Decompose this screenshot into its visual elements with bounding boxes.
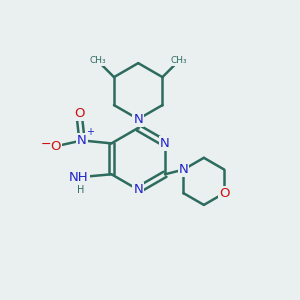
Text: −: − (41, 138, 51, 151)
Text: N: N (160, 137, 170, 150)
Text: CH₃: CH₃ (170, 56, 187, 65)
Text: N: N (178, 163, 188, 176)
Text: O: O (50, 140, 61, 153)
Text: O: O (74, 107, 84, 120)
Text: O: O (219, 187, 230, 200)
Text: NH: NH (69, 171, 89, 184)
Text: N: N (133, 112, 143, 126)
Text: N: N (77, 134, 87, 147)
Text: N: N (133, 183, 143, 196)
Text: CH₃: CH₃ (89, 56, 106, 65)
Text: H: H (77, 185, 84, 196)
Text: +: + (86, 127, 94, 136)
